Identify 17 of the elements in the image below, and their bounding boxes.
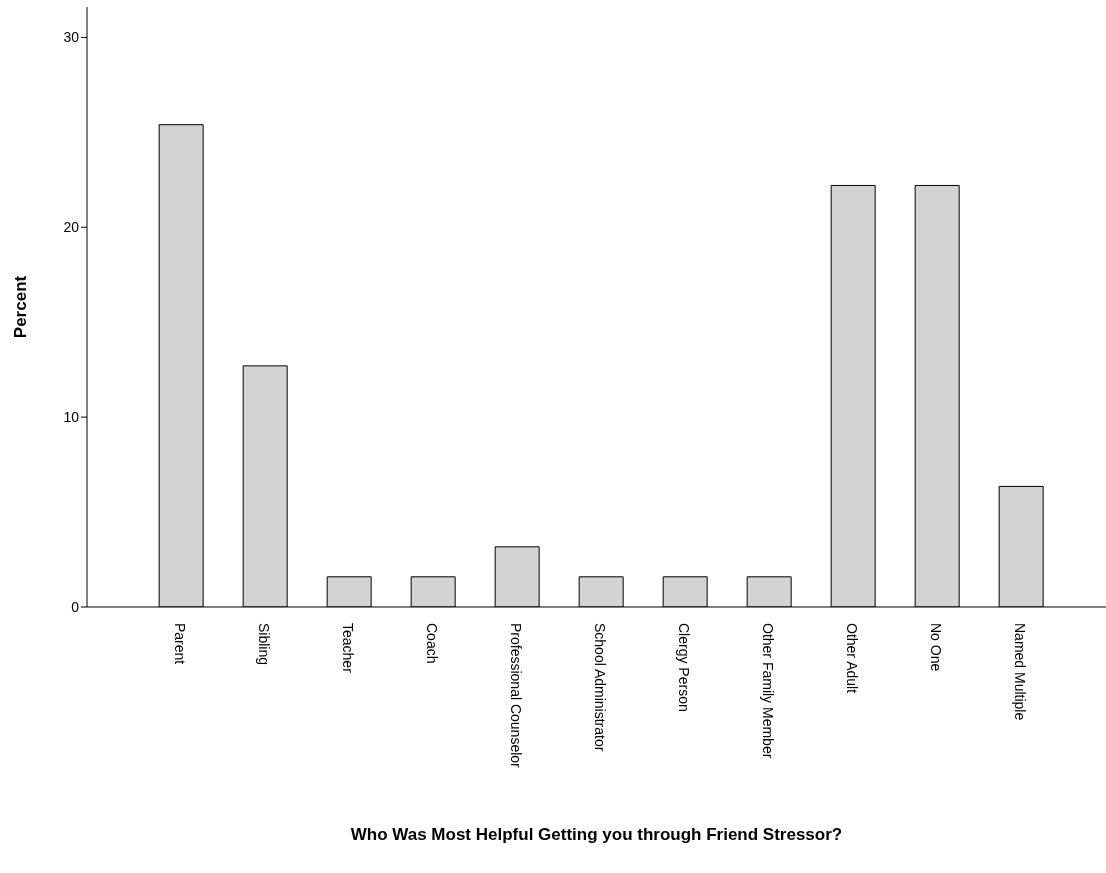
- y-tick-label: 20: [63, 219, 80, 236]
- x-tick-label: Named Multiple: [1012, 623, 1028, 721]
- y-tick-label: 0: [71, 598, 80, 615]
- x-tick-label: Sibling: [256, 623, 272, 666]
- x-tick-label: Clergy Person: [676, 623, 692, 712]
- x-tick-label: Other Adult: [844, 623, 860, 694]
- x-tick-label: Professional Counselor: [508, 623, 524, 769]
- y-axis-title: Percent: [11, 275, 31, 339]
- x-axis-title: Who Was Most Helpful Getting you through Friend Stressor?: [349, 825, 844, 845]
- x-tick-label: Other Family Member: [760, 623, 776, 759]
- y-tick-label: 10: [63, 409, 80, 426]
- x-tick-label: School Administrator: [592, 623, 608, 752]
- x-tick-label: Coach: [424, 623, 440, 664]
- x-tick-label: Teacher: [340, 623, 356, 674]
- x-tick-label: Parent: [172, 623, 188, 665]
- x-tick-label: No One: [928, 623, 944, 672]
- y-tick-label: 30: [63, 29, 80, 46]
